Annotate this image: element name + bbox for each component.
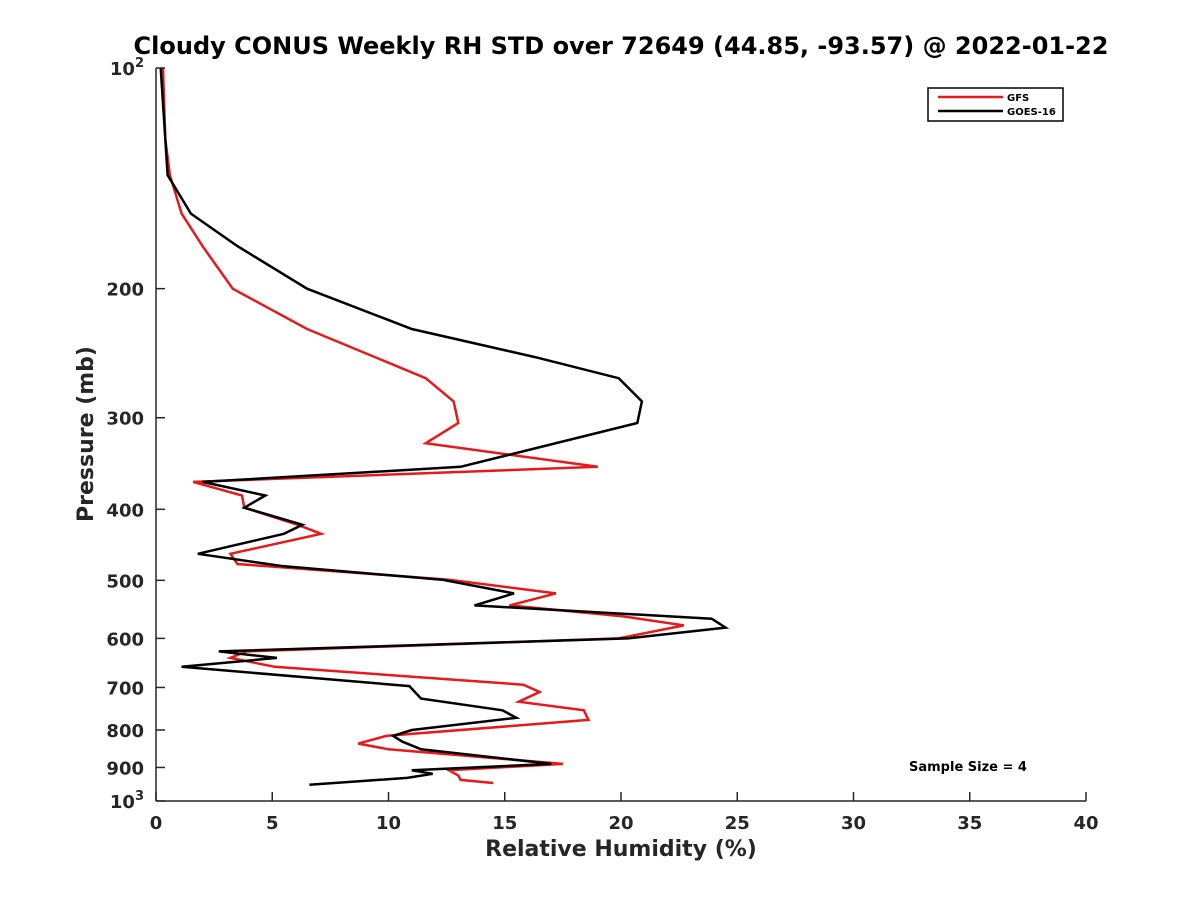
x-tick-label: 40 xyxy=(1073,813,1098,834)
x-tick-label: 10 xyxy=(376,813,401,834)
x-tick-label: 15 xyxy=(492,813,517,834)
sample-size-annotation: Sample Size = 4 xyxy=(909,760,1027,775)
y-tick-label: 300 xyxy=(106,409,144,430)
series-layer xyxy=(159,67,730,786)
y-tick-exponent: 2 xyxy=(135,56,144,71)
series-line-goes16 xyxy=(159,67,730,786)
y-tick-label: 800 xyxy=(106,721,144,742)
y-tick-base: 10 xyxy=(110,59,135,80)
legend-label-gfs: GFS xyxy=(1007,93,1029,104)
x-tick-label: 30 xyxy=(841,813,866,834)
legend-label-goes16: GOES-16 xyxy=(1007,107,1056,118)
plot-area xyxy=(156,68,1086,801)
legend-box xyxy=(927,87,1064,122)
x-tick-label: 25 xyxy=(725,813,750,834)
y-tick-label: 200 xyxy=(106,280,144,301)
y-tick-label: 900 xyxy=(106,758,144,779)
y-axis-label: Pressure (mb) xyxy=(74,346,99,522)
y-tick-label: 600 xyxy=(106,629,144,650)
x-tick-label: 0 xyxy=(150,813,163,834)
x-axis-ticks: 0 5 10 15 20 25 30 35 40 xyxy=(150,792,1099,834)
y-tick-label: 400 xyxy=(106,500,144,521)
x-tick-label: 20 xyxy=(608,813,633,834)
y-tick-label: 700 xyxy=(106,678,144,699)
y-tick-label: 102 xyxy=(110,56,144,80)
y-tick-exponent: 3 xyxy=(135,789,144,804)
series-line-gfs xyxy=(161,67,685,785)
chart-title: Cloudy CONUS Weekly RH STD over 72649 (4… xyxy=(134,32,1109,60)
x-tick-label: 35 xyxy=(957,813,982,834)
y-tick-label: 103 xyxy=(110,789,144,813)
y-tick-label: 500 xyxy=(106,571,144,592)
y-tick-base: 10 xyxy=(110,792,135,813)
legend: GFS GOES-16 xyxy=(927,87,1064,122)
x-axis-label: Relative Humidity (%) xyxy=(485,837,757,862)
x-tick-label: 5 xyxy=(266,813,279,834)
